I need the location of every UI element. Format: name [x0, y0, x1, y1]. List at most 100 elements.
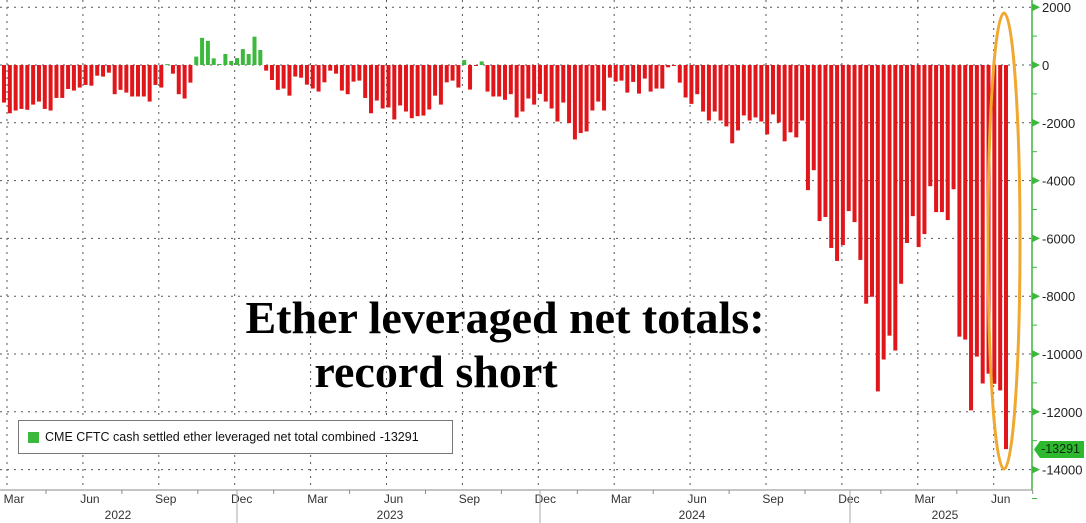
bar	[200, 37, 205, 65]
bar	[322, 65, 327, 83]
chart-title: Ether leveraged net totals:	[245, 292, 764, 343]
bar	[881, 65, 886, 360]
bar	[957, 65, 962, 337]
bar	[345, 65, 350, 95]
bar	[782, 65, 787, 142]
y-tick-label: 2000	[1042, 0, 1071, 15]
bar	[998, 65, 1003, 391]
legend: CME CFTC cash settled ether leveraged ne…	[18, 420, 453, 454]
bar	[759, 65, 764, 122]
bar	[386, 65, 391, 108]
x-year-label: 2023	[377, 508, 404, 522]
bar	[642, 65, 647, 79]
bar	[753, 65, 758, 118]
bar	[969, 65, 974, 411]
bar	[864, 65, 869, 304]
bar	[217, 63, 222, 65]
bar	[555, 65, 560, 122]
bar	[602, 65, 607, 111]
y-tick-marker	[1032, 465, 1040, 474]
bar	[456, 65, 461, 88]
bar	[211, 58, 216, 65]
x-month-label: Dec	[838, 492, 859, 506]
bar	[811, 65, 816, 171]
bar	[153, 65, 158, 85]
bar	[549, 65, 554, 109]
bar	[846, 65, 851, 212]
y-tick-marker	[1032, 3, 1040, 12]
x-month-label: Dec	[231, 492, 252, 506]
bar	[258, 49, 263, 65]
highlight-ellipse	[986, 11, 1022, 471]
bar	[403, 65, 408, 112]
bar	[13, 65, 18, 111]
bar	[194, 56, 199, 65]
bar	[293, 65, 298, 77]
legend-label: CME CFTC cash settled ether leveraged ne…	[45, 430, 376, 444]
bar	[421, 65, 426, 116]
bar	[532, 65, 537, 105]
bar	[683, 65, 688, 98]
bar	[235, 58, 240, 65]
bar	[701, 65, 706, 112]
bar	[124, 65, 129, 93]
y-tick-marker	[1032, 118, 1040, 127]
bar	[77, 65, 82, 88]
bar	[916, 65, 921, 248]
bar	[887, 65, 892, 336]
y-tick-label: -6000	[1042, 231, 1075, 246]
bar	[205, 41, 210, 65]
bar	[223, 54, 228, 65]
bar	[724, 65, 729, 127]
y-tick-label: -2000	[1042, 116, 1075, 131]
x-month-label: Sep	[459, 492, 481, 506]
bar	[159, 65, 164, 88]
bar	[992, 65, 997, 384]
bar	[287, 65, 292, 96]
bar	[893, 65, 898, 351]
bar	[561, 65, 566, 103]
bar	[304, 65, 309, 85]
bar	[252, 36, 257, 65]
bar	[939, 65, 944, 213]
bar	[730, 65, 735, 144]
bar	[339, 65, 344, 91]
legend-last-value: -13291	[379, 430, 419, 444]
x-month-label: Jun	[687, 492, 706, 506]
x-month-label: Jun	[384, 492, 403, 506]
bar	[835, 65, 840, 261]
bar	[689, 65, 694, 104]
y-tick-marker	[1032, 407, 1040, 416]
bar	[7, 65, 12, 114]
bar	[118, 65, 123, 90]
bar	[310, 65, 315, 89]
x-month-label: Mar	[914, 492, 935, 506]
bar	[66, 65, 71, 89]
bar	[240, 49, 245, 65]
bar	[736, 65, 741, 131]
last-value-tag: -13291	[1034, 441, 1084, 458]
bar	[351, 65, 356, 82]
bar	[951, 65, 956, 190]
bar	[508, 65, 513, 95]
bar	[392, 65, 397, 120]
bar	[25, 65, 30, 110]
x-month-label: Mar	[307, 492, 328, 506]
bar	[246, 54, 251, 65]
bar	[706, 65, 711, 121]
x-year-label: 2025	[932, 508, 959, 522]
bar	[328, 65, 333, 71]
bar	[83, 65, 88, 85]
y-tick-label: -8000	[1042, 289, 1075, 304]
bar	[264, 65, 269, 71]
bar	[31, 65, 36, 105]
bar	[677, 65, 682, 83]
bar	[578, 65, 583, 134]
bar	[503, 65, 507, 100]
bar	[584, 65, 589, 132]
bar	[182, 65, 187, 99]
bar	[636, 65, 641, 94]
bar	[695, 65, 700, 95]
bar	[526, 65, 531, 99]
bar	[980, 65, 985, 384]
